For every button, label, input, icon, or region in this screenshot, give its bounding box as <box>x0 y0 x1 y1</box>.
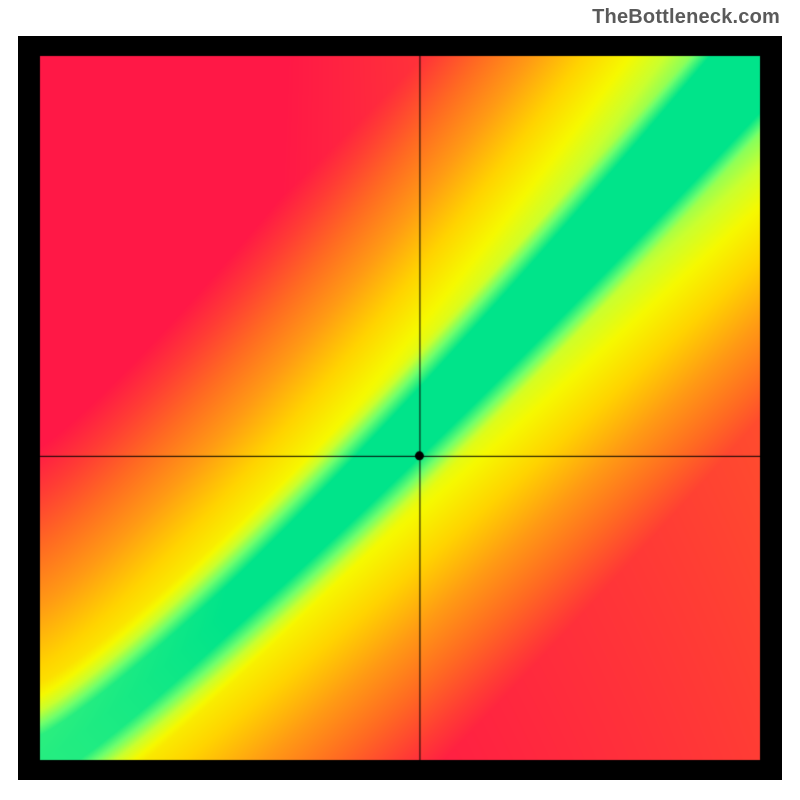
heatmap-frame <box>18 36 782 780</box>
attribution-text: TheBottleneck.com <box>592 6 780 29</box>
heatmap-canvas <box>18 36 782 780</box>
